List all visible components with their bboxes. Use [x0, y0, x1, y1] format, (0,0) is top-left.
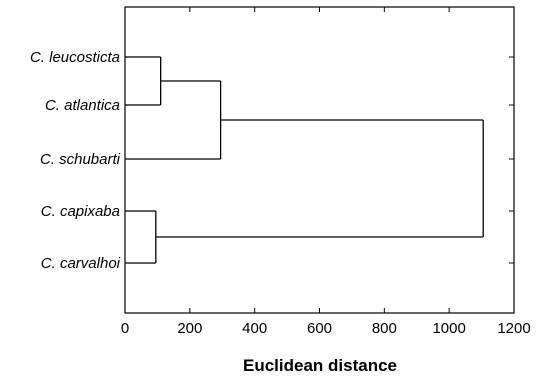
leaf-label-0: C. leucosticta [30, 49, 120, 66]
x-tick-label-5: 1000 [432, 320, 465, 337]
leaf-label-2: C. schubarti [40, 151, 121, 168]
merge-n2 [125, 80, 222, 160]
x-tick-label-6: 1200 [497, 320, 530, 337]
leaf-label-3: C. capixaba [41, 203, 120, 220]
dendrogram-branches [125, 56, 484, 264]
x-tick-labels: 0 200 400 600 800 1000 1200 [121, 320, 531, 337]
merge-n1 [125, 56, 162, 106]
plot-frame [124, 6, 515, 314]
merge-n3 [125, 210, 157, 264]
axis-ticks [124, 7, 515, 313]
x-tick-label-0: 0 [121, 320, 129, 337]
merge-n4 [155, 119, 484, 238]
x-tick-label-1: 200 [177, 320, 202, 337]
leaf-labels: C. leucosticta C. atlantica C. schubarti C.… [30, 49, 121, 272]
x-tick-label-2: 400 [242, 320, 267, 337]
x-axis-title: Euclidean distance [243, 356, 397, 375]
leaf-label-1: C. atlantica [45, 97, 120, 114]
x-tick-label-3: 600 [307, 320, 332, 337]
plot-border [124, 6, 515, 314]
leaf-label-4: C. carvalhoi [41, 255, 121, 272]
x-tick-label-4: 800 [372, 320, 397, 337]
